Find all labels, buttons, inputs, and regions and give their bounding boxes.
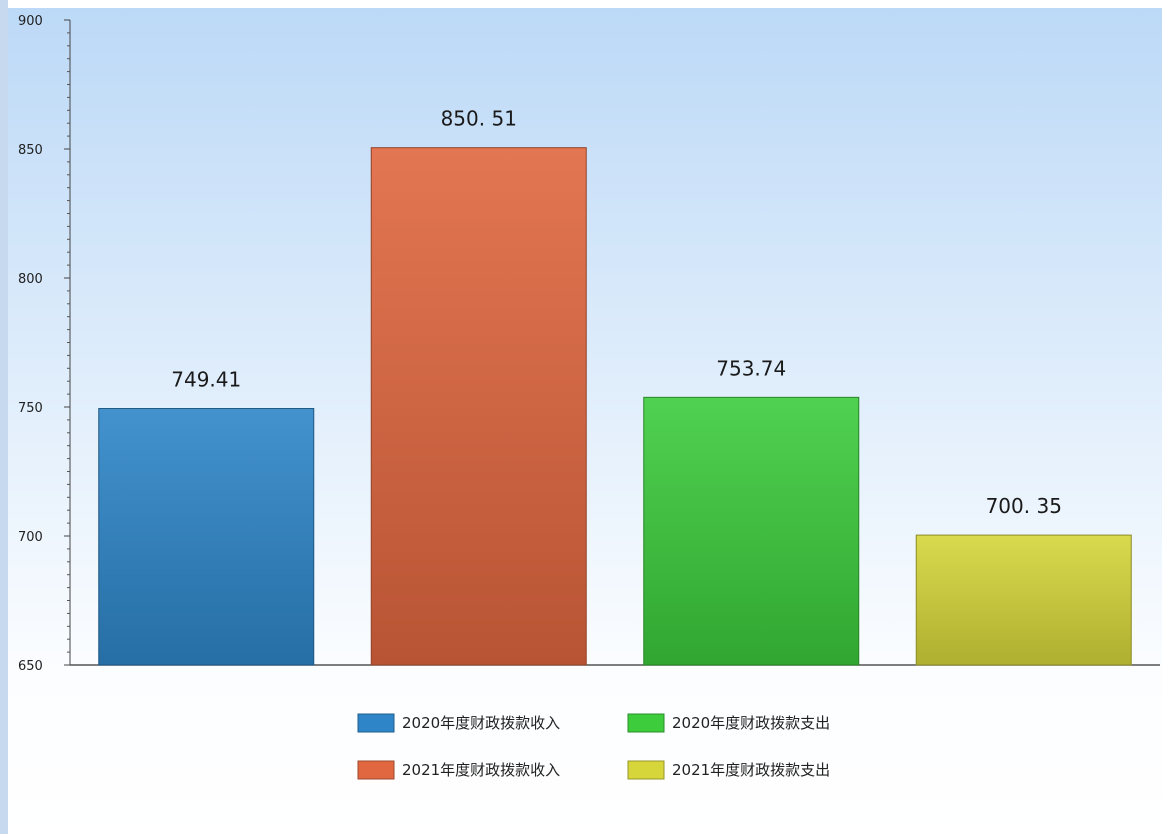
y-tick-label: 650 bbox=[18, 659, 43, 674]
legend: 2020年度财政拨款收入 2020年度财政拨款支出 2021年度财政拨款收入 2021… bbox=[357, 713, 830, 780]
left-edge-strip bbox=[0, 0, 8, 834]
y-tick-label: 750 bbox=[18, 401, 43, 416]
bar-3-value-label: 753.74 bbox=[716, 356, 786, 380]
y-tick-label: 800 bbox=[18, 272, 43, 287]
y-tick-label: 850 bbox=[18, 143, 43, 158]
bar-4-value-label: 700. 35 bbox=[986, 494, 1062, 518]
legend-swatch-4 bbox=[627, 760, 665, 780]
legend-swatch-1 bbox=[357, 713, 395, 733]
y-tick-label: 700 bbox=[18, 530, 43, 545]
bar-4 bbox=[915, 534, 1132, 666]
legend-label-2: 2021年度财政拨款收入 bbox=[402, 761, 560, 779]
bar-3 bbox=[643, 396, 860, 666]
legend-swatch-2 bbox=[357, 760, 395, 780]
data-labels: 749.41 850. 51 753.74 700. 35 bbox=[171, 107, 1062, 518]
bars bbox=[98, 147, 1132, 666]
legend-swatch-3 bbox=[627, 713, 665, 733]
bar-1 bbox=[98, 408, 315, 666]
bar-1-value-label: 749.41 bbox=[171, 368, 241, 392]
bar-2-value-label: 850. 51 bbox=[441, 107, 517, 131]
bar-2 bbox=[370, 147, 587, 666]
legend-label-4: 2021年度财政拨款支出 bbox=[672, 761, 830, 779]
legend-label-1: 2020年度财政拨款收入 bbox=[402, 714, 560, 732]
y-tick-label: 900 bbox=[18, 14, 43, 29]
legend-label-3: 2020年度财政拨款支出 bbox=[672, 714, 830, 732]
